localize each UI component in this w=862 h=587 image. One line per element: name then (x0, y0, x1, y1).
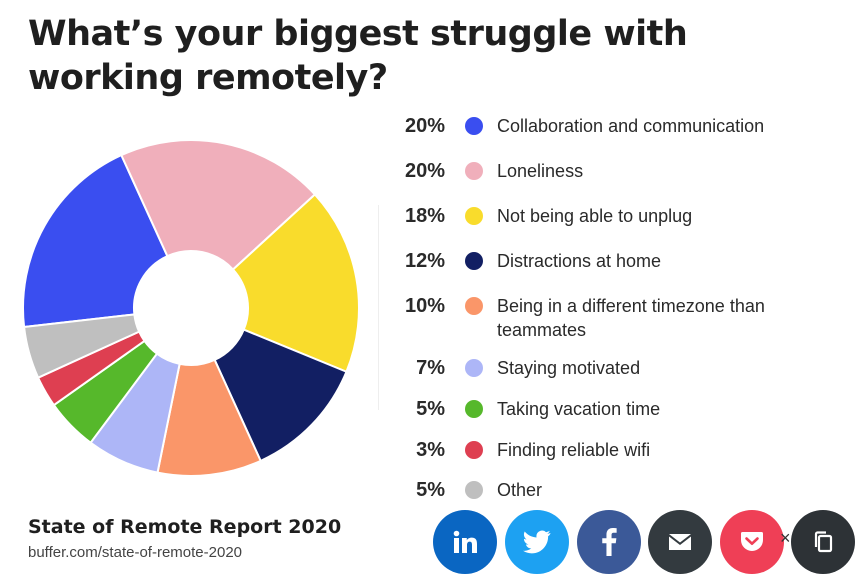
facebook-share-button[interactable] (577, 510, 641, 574)
legend-swatch (465, 252, 483, 270)
legend-item: 7% Staying motivated (385, 356, 825, 402)
legend-percent: 5% (416, 479, 445, 501)
chart-title: What’s your biggest struggle with workin… (28, 14, 688, 98)
legend-percent: 3% (416, 439, 445, 461)
legend-label: Collaboration and communication (497, 116, 765, 136)
legend-label: Staying motivated (497, 358, 641, 378)
legend-percent: 12% (404, 250, 445, 272)
twitter-icon (523, 530, 551, 554)
legend-percent: 5% (416, 398, 445, 420)
legend-swatch (465, 162, 483, 180)
legend-swatch (465, 207, 483, 225)
legend-label: Being in a different timezone than teamm… (497, 296, 765, 340)
legend-percent: 7% (416, 357, 445, 379)
legend-item: 20% Collaboration and communication (385, 114, 825, 160)
pie-slice-0 (22, 153, 169, 329)
legend-label: Other (497, 480, 543, 500)
pie-slice-1 (120, 139, 317, 271)
linkedin-icon (453, 530, 477, 553)
legend-item: 18% Not being able to unplug (385, 204, 825, 250)
legend-item: 3% Finding reliable wifi (385, 438, 825, 484)
legend-swatch (465, 441, 483, 459)
legend-swatch (465, 297, 483, 315)
legend-percent: 20% (404, 160, 445, 182)
legend-label: Taking vacation time (497, 399, 661, 419)
divider (378, 205, 379, 410)
legend-swatch (465, 481, 483, 499)
legend-label: Finding reliable wifi (497, 440, 651, 460)
legend-label: Loneliness (497, 161, 584, 181)
legend-label: Not being able to unplug (497, 206, 693, 226)
pie-slice-2 (231, 193, 360, 374)
twitter-share-button[interactable] (505, 510, 569, 574)
legend-label: Distractions at home (497, 251, 662, 271)
pie-slice-3 (213, 328, 348, 463)
legend-percent: 18% (404, 205, 445, 227)
source-url[interactable]: buffer.com/state-of-remote-2020 (28, 544, 242, 561)
pie-slice-8 (22, 313, 141, 379)
legend-item: 10% Being in a different timezone than te… (385, 294, 825, 340)
legend-item: 5% Taking vacation time (385, 397, 825, 443)
legend-swatch (465, 359, 483, 377)
legend-percent: 10% (404, 295, 445, 317)
facebook-icon (602, 528, 617, 556)
legend-swatch (465, 400, 483, 418)
copy-share-button[interactable] (791, 510, 855, 574)
legend-percent: 20% (404, 115, 445, 137)
email-share-button[interactable] (648, 510, 712, 574)
donut-chart (22, 139, 360, 477)
source-title: State of Remote Report 2020 (28, 516, 342, 538)
envelope-icon (669, 534, 691, 550)
legend-swatch (465, 117, 483, 135)
copy-icon (814, 531, 833, 553)
legend-item: 5% Other (385, 478, 825, 524)
pocket-share-button[interactable] (720, 510, 784, 574)
pocket-icon (741, 532, 763, 551)
legend-item: 12% Distractions at home (385, 249, 825, 295)
legend-item: 20% Loneliness (385, 159, 825, 205)
close-share-icon[interactable]: × (780, 528, 791, 548)
linkedin-share-button[interactable] (433, 510, 497, 574)
